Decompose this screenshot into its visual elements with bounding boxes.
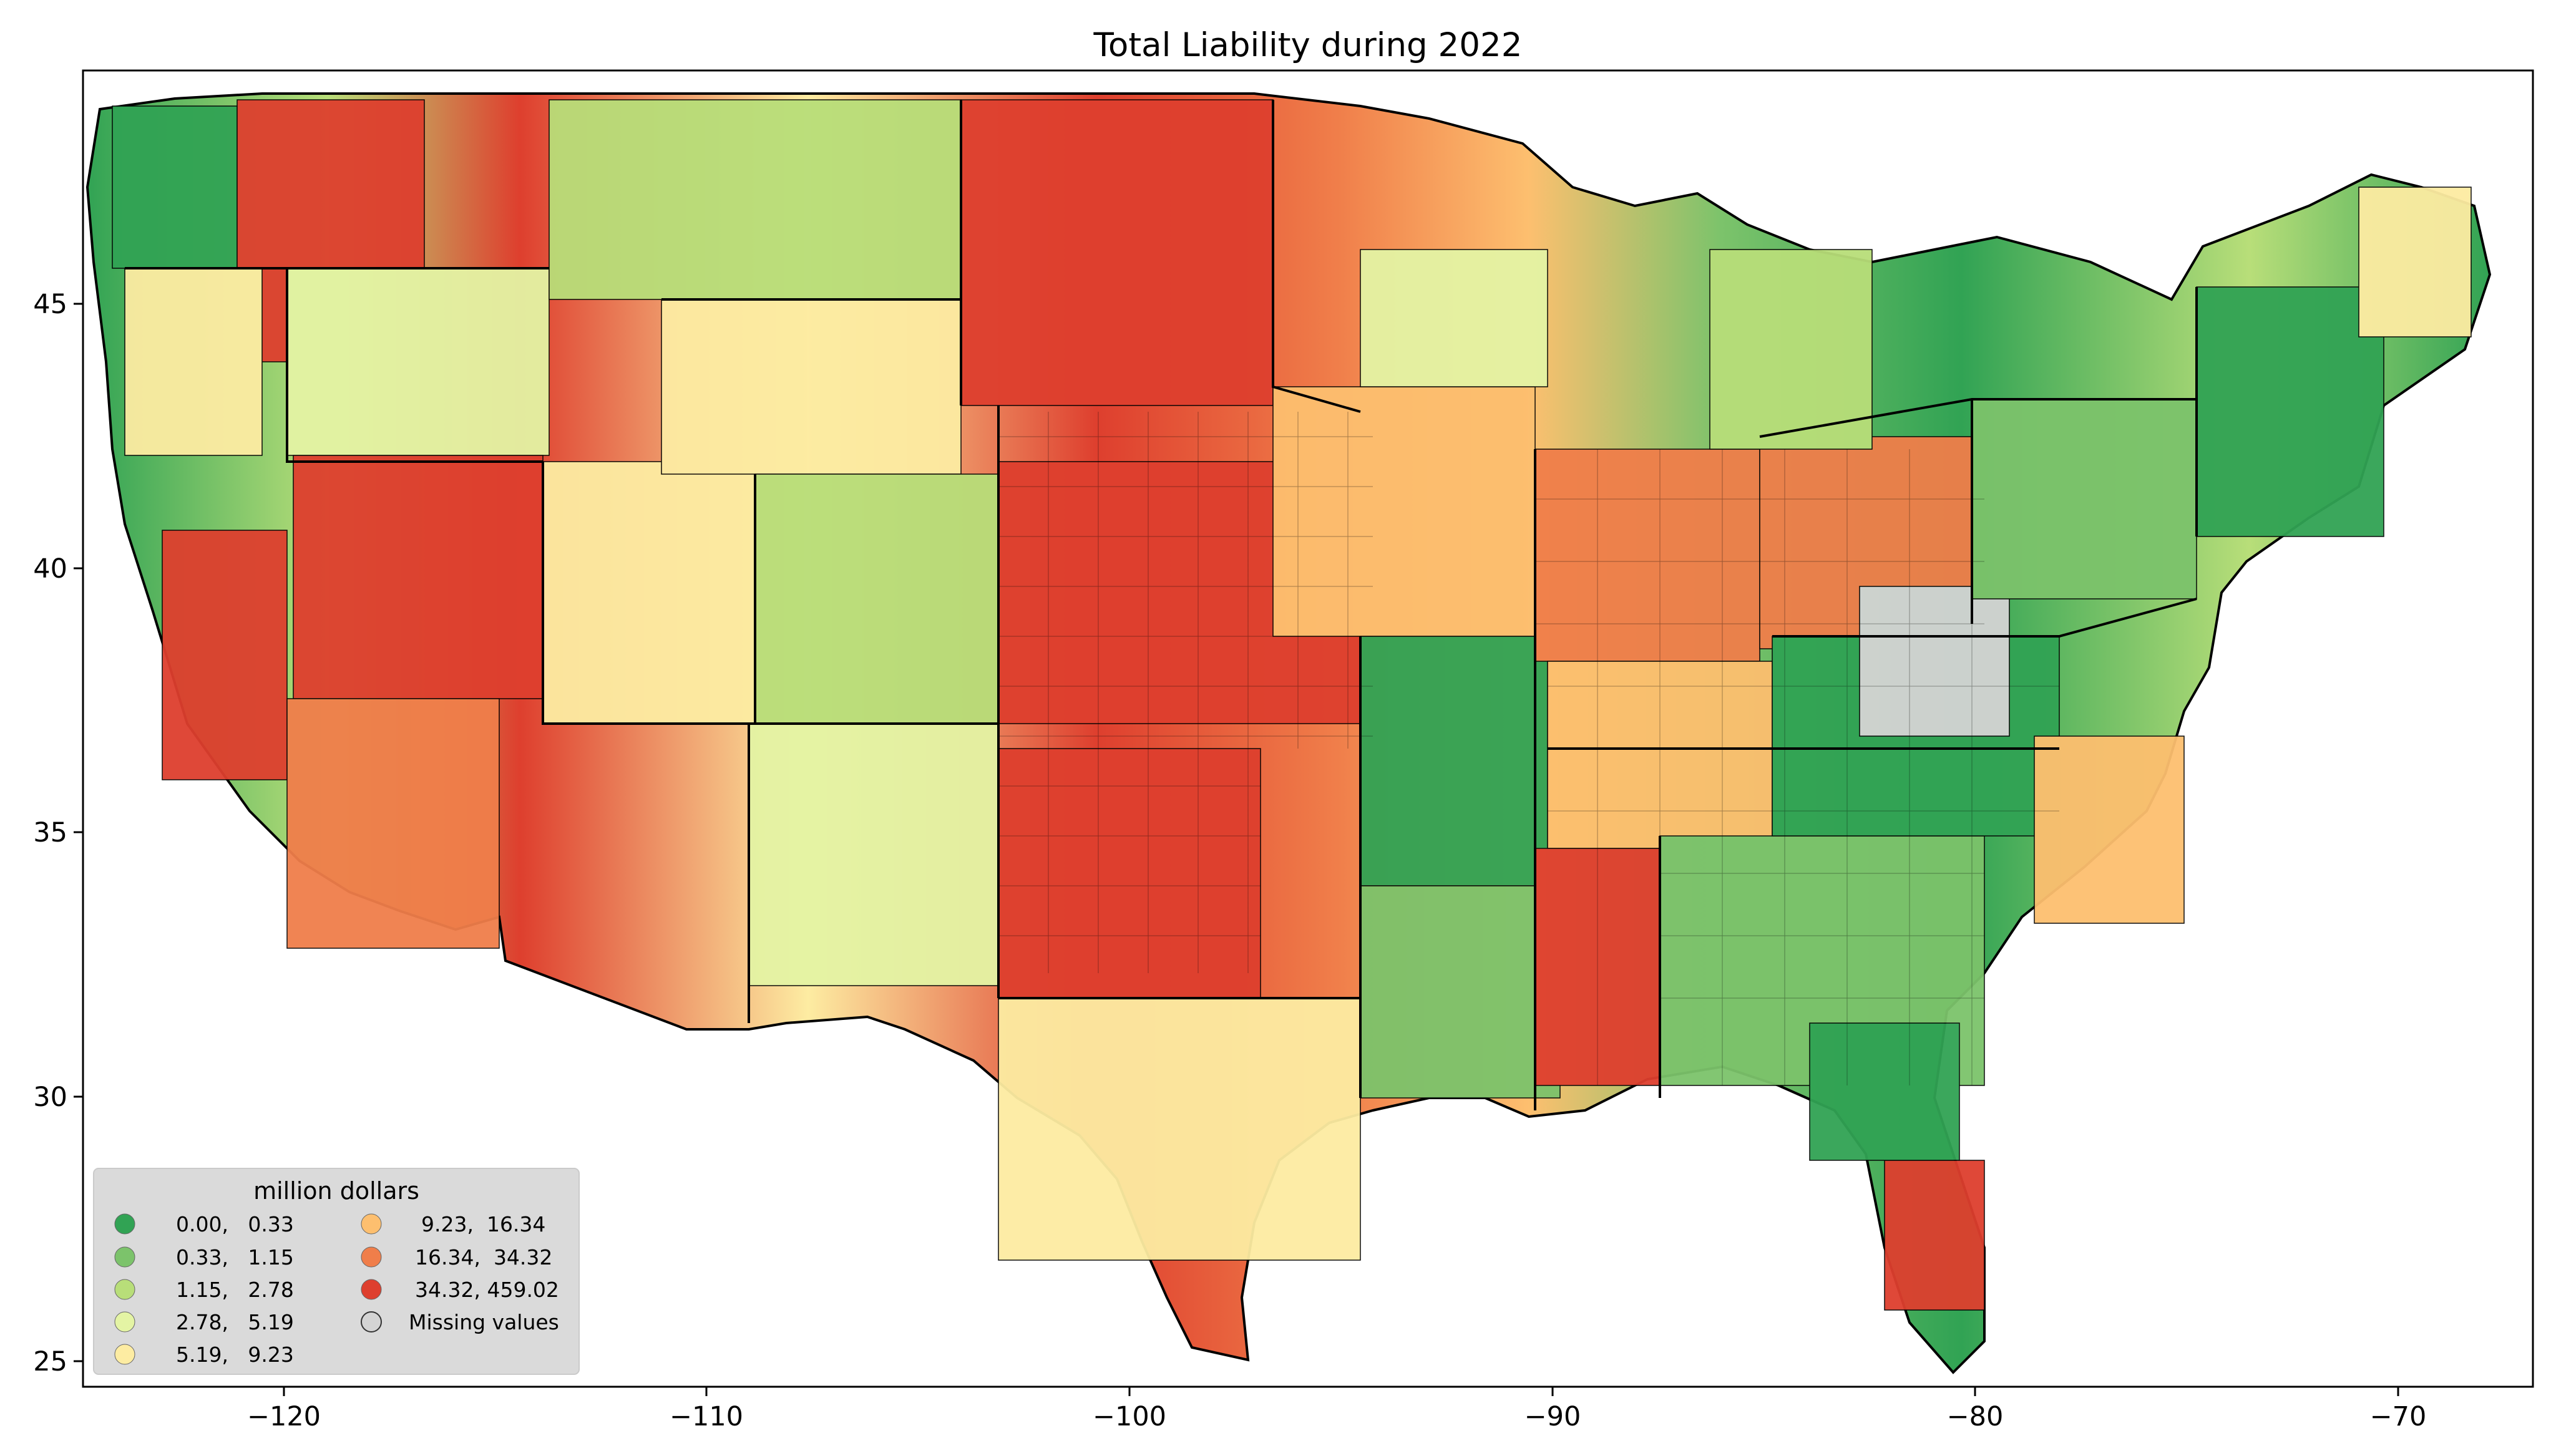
x-tick-minus110: −110 (670, 1387, 743, 1432)
y-tick-label: 30 (33, 1082, 67, 1113)
y-tick-label: 35 (33, 817, 67, 848)
legend-label: 9.23, 16.34 (421, 1212, 545, 1236)
legend-entry: Missing values (361, 1310, 559, 1334)
y-tick-35: 35 (33, 817, 83, 848)
legend-swatch-5 (361, 1213, 382, 1235)
y-tick-40: 40 (33, 553, 83, 585)
legend-label: 5.19, 9.23 (176, 1342, 294, 1367)
legend-label: 34.32, 459.02 (415, 1278, 559, 1302)
legend-title: million dollars (253, 1177, 419, 1205)
x-tick-minus120: −120 (247, 1387, 321, 1432)
legend-swatch-8 (361, 1311, 382, 1332)
y-axis: 45 40 35 30 25 (33, 289, 83, 1377)
y-tick-label: 40 (33, 553, 67, 585)
legend: million dollars 0.00, 0.33 0.33, 1.15 1.… (93, 1168, 580, 1375)
legend-entry: 34.32, 459.02 (361, 1278, 559, 1302)
x-tick-label: −100 (1093, 1401, 1166, 1432)
legend-swatch-1 (114, 1246, 135, 1268)
legend-entry: 5.19, 9.23 (114, 1342, 294, 1367)
legend-entry: 0.33, 1.15 (114, 1245, 294, 1269)
y-tick-30: 30 (33, 1082, 83, 1113)
map-title: Total Liability during 2022 (1093, 26, 1523, 64)
legend-label: 0.00, 0.33 (176, 1212, 294, 1236)
x-tick-label: −80 (1947, 1401, 2004, 1432)
legend-box (93, 1168, 580, 1375)
x-axis: −120 −110 −100 −90 −80 −70 (247, 1387, 2426, 1432)
y-tick-label: 25 (33, 1346, 67, 1377)
legend-label: 1.15, 2.78 (176, 1278, 294, 1302)
x-tick-label: −120 (247, 1401, 321, 1432)
county-grid (998, 412, 2059, 1085)
legend-entry: 0.00, 0.33 (114, 1212, 294, 1236)
legend-swatch-2 (114, 1279, 135, 1300)
legend-swatch-4 (114, 1344, 135, 1365)
x-tick-minus100: −100 (1093, 1387, 1166, 1432)
x-tick-minus70: −70 (2370, 1387, 2427, 1432)
y-tick-label: 45 (33, 289, 67, 320)
legend-swatch-3 (114, 1311, 135, 1332)
county-fill-regions (112, 99, 2472, 1311)
legend-entry: 1.15, 2.78 (114, 1278, 294, 1302)
state-boundaries (125, 100, 2198, 1110)
legend-swatch-6 (361, 1246, 382, 1268)
x-tick-label: −110 (670, 1401, 743, 1432)
legend-entry: 16.34, 34.32 (361, 1245, 552, 1269)
x-tick-label: −90 (1524, 1401, 1581, 1432)
x-tick-label: −70 (2370, 1401, 2427, 1432)
legend-swatch-7 (361, 1279, 382, 1300)
legend-entry: 9.23, 16.34 (361, 1212, 545, 1236)
legend-swatch-0 (114, 1213, 135, 1235)
legend-label: 16.34, 34.32 (415, 1245, 552, 1269)
legend-label: 2.78, 5.19 (176, 1310, 294, 1334)
legend-entry: 2.78, 5.19 (114, 1310, 294, 1334)
y-tick-45: 45 (33, 289, 83, 320)
x-tick-minus90: −90 (1524, 1387, 1581, 1432)
y-tick-25: 25 (33, 1346, 83, 1377)
legend-label: Missing values (409, 1310, 559, 1334)
x-tick-minus80: −80 (1947, 1387, 2004, 1432)
map-layer (85, 92, 2492, 1374)
legend-label: 0.33, 1.15 (176, 1245, 294, 1269)
